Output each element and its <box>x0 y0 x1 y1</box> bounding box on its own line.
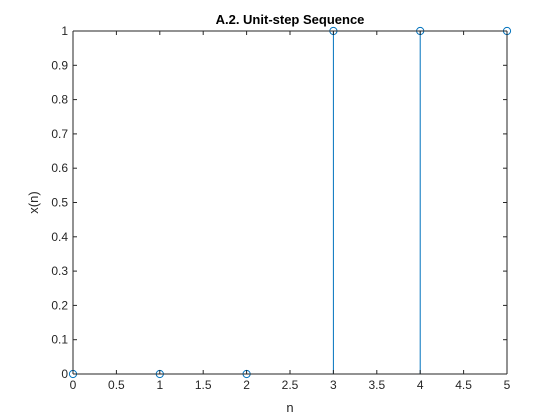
y-tick-label: 0.5 <box>51 196 68 210</box>
y-tick-label: 0.3 <box>51 264 68 278</box>
y-tick-label: 0.2 <box>51 298 68 312</box>
x-tick-label: 3 <box>330 378 337 392</box>
x-tick-label: 5 <box>504 378 511 392</box>
y-tick-label: 0 <box>61 367 68 381</box>
y-axis-ticks: 0 0.1 0.2 0.3 0.4 0.5 0.6 0.7 0.8 0.9 1 <box>51 24 507 381</box>
y-tick-label: 0.4 <box>51 230 68 244</box>
y-tick-label: 1 <box>61 24 68 38</box>
y-tick-label: 0.9 <box>51 58 68 72</box>
x-tick-label: 2.5 <box>282 378 299 392</box>
x-axis-ticks: 0 0.5 1 1.5 2 2.5 3 3.5 4 4.5 5 <box>70 31 511 392</box>
x-tick-label: 4.5 <box>455 378 472 392</box>
x-tick-label: 1.5 <box>195 378 212 392</box>
y-tick-label: 0.6 <box>51 161 68 175</box>
x-tick-label: 4 <box>417 378 424 392</box>
y-axis-label: x(n) <box>26 191 41 213</box>
x-tick-label: 0 <box>70 378 77 392</box>
y-tick-label: 0.8 <box>51 93 68 107</box>
y-tick-label: 0.1 <box>51 333 68 347</box>
chart-title: A.2. Unit-step Sequence <box>216 12 365 27</box>
x-axis-label: n <box>286 400 293 415</box>
x-tick-label: 0.5 <box>108 378 125 392</box>
x-tick-label: 2 <box>243 378 250 392</box>
x-tick-label: 1 <box>156 378 163 392</box>
x-tick-label: 3.5 <box>368 378 385 392</box>
y-tick-label: 0.7 <box>51 127 68 141</box>
plot-area <box>73 31 507 374</box>
